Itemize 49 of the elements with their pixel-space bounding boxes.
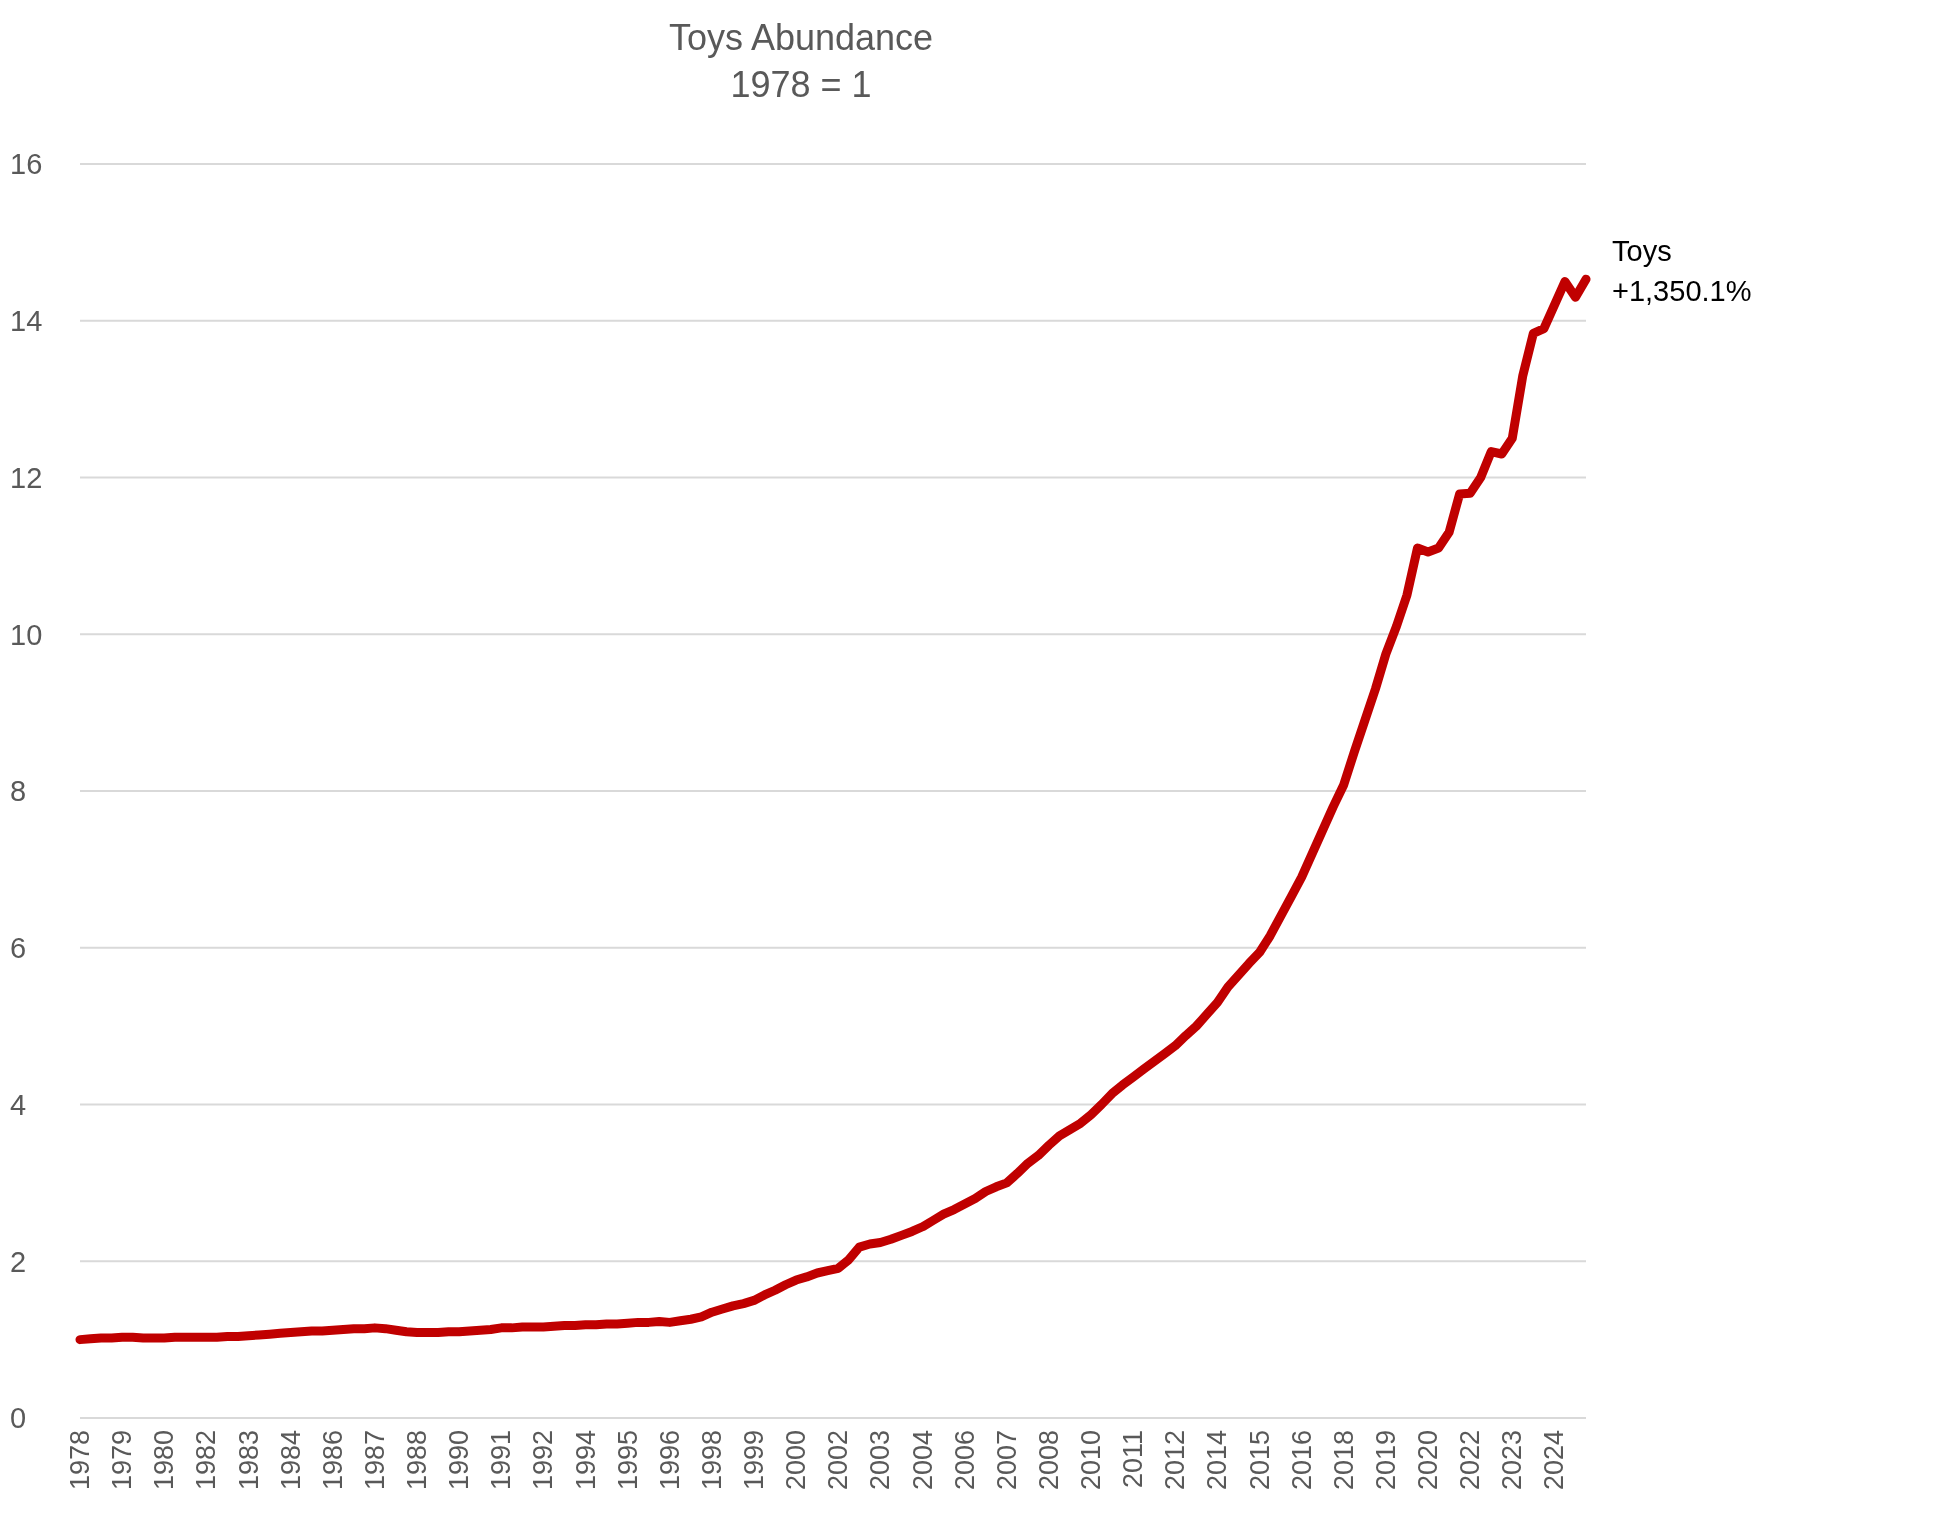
- x-tick-label: 1980: [149, 1430, 180, 1491]
- x-tick-label: 1978: [65, 1430, 95, 1491]
- x-tick-label: 2023: [1497, 1430, 1528, 1491]
- x-tick-label: 1999: [739, 1430, 770, 1491]
- x-tick-label: 2024: [1539, 1430, 1570, 1491]
- x-tick-label: 1983: [233, 1430, 264, 1491]
- x-tick-label: 2016: [1286, 1430, 1317, 1491]
- x-tick-label: 2006: [949, 1430, 980, 1491]
- x-tick-label: 2020: [1413, 1430, 1444, 1491]
- x-tick-label: 2012: [1160, 1430, 1191, 1491]
- x-tick-label: 2018: [1328, 1430, 1359, 1491]
- chart-title: Toys Abundance: [667, 16, 935, 60]
- x-tick-label: 1986: [317, 1430, 348, 1491]
- x-tick-label: 2000: [781, 1430, 812, 1491]
- text: +1,350.1%: [1612, 275, 1752, 308]
- x-tick-label: 1988: [402, 1430, 433, 1491]
- y-tick-label: 12: [10, 461, 43, 494]
- y-tick-label: 10: [10, 618, 43, 651]
- series-label: Toys: [1612, 235, 1672, 268]
- y-tick-label: 4: [10, 1088, 27, 1121]
- x-tick-label: 1984: [275, 1430, 306, 1491]
- x-tick-label: 2007: [991, 1430, 1022, 1491]
- chart-subtitle: 1978 = 1: [729, 63, 873, 107]
- y-tick-label: 0: [10, 1402, 27, 1435]
- x-tick-label: 1996: [654, 1430, 685, 1491]
- x-tick-label: 1979: [107, 1430, 138, 1491]
- y-tick-label: 8: [10, 775, 27, 808]
- x-tick-label: 2004: [907, 1430, 938, 1491]
- x-tick-label: 2011: [1118, 1430, 1149, 1489]
- x-tick-label: 2010: [1076, 1430, 1107, 1491]
- x-tick-label: 1998: [696, 1430, 727, 1491]
- x-tick-label: 2015: [1244, 1430, 1275, 1491]
- x-tick-label: 1995: [612, 1430, 643, 1491]
- x-tick-label: 2008: [1033, 1430, 1064, 1491]
- x-tick-label: 1990: [444, 1430, 475, 1491]
- x-tick-label: 1982: [191, 1430, 222, 1491]
- y-tick-label: 14: [10, 305, 43, 338]
- x-tick-label: 1987: [359, 1430, 390, 1491]
- x-tick-label: 2002: [823, 1430, 854, 1491]
- x-tick-label: 1994: [570, 1430, 601, 1491]
- x-tick-label: 2022: [1455, 1430, 1486, 1491]
- x-tick-label: 1992: [528, 1430, 559, 1491]
- x-tick-label: 2019: [1370, 1430, 1401, 1491]
- y-tick-label: 2: [10, 1245, 27, 1278]
- x-tick-label: 2014: [1202, 1430, 1233, 1491]
- y-tick-label: 6: [10, 932, 27, 965]
- y-tick-label: 16: [10, 148, 43, 181]
- x-tick-label: 1991: [486, 1430, 517, 1491]
- x-tick-label: 2003: [865, 1430, 896, 1491]
